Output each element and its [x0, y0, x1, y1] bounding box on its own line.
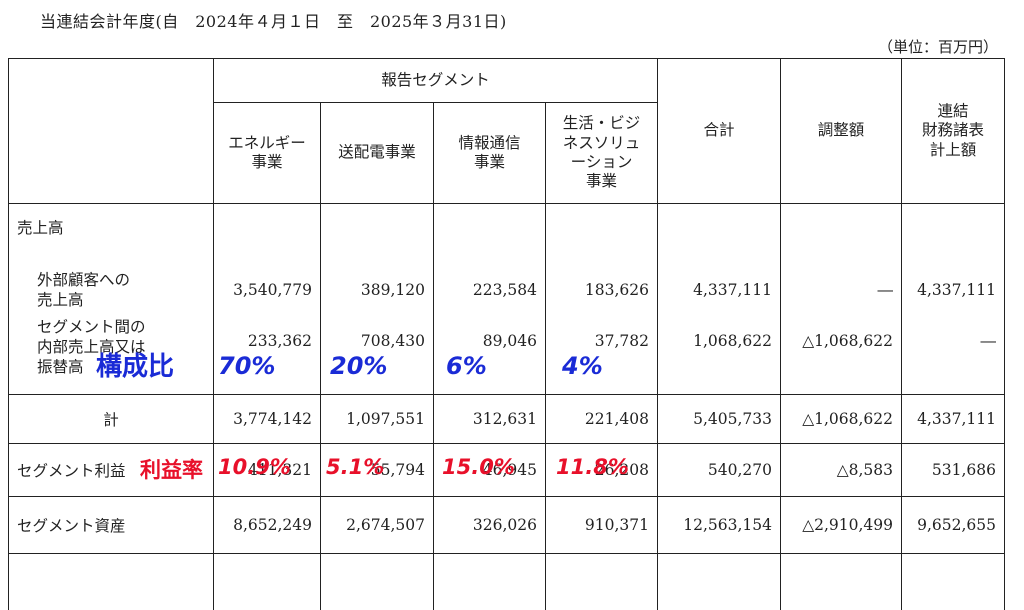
table-caption: 当連結会計年度(自 2024年４月１日 至 2025年３月31日) — [40, 12, 507, 31]
cell: 1,068,622 — [657, 318, 781, 395]
margin-annotation-label: 利益率 — [140, 458, 203, 482]
composition-annotation: 6% — [446, 352, 487, 380]
cell: 910,371 — [545, 496, 658, 554]
unit-note: （単位：百万円） — [877, 38, 998, 56]
segment-header-lifestyle: 生活・ビジ ネスソリュ ーション 事業 — [545, 102, 658, 204]
cell: 326,026 — [433, 496, 546, 554]
row-label: セグメント間の 内部売上高又は 振替高 — [8, 318, 214, 395]
cell: ― — [901, 318, 1005, 395]
table-row: 計 3,774,142 1,097,551 312,631 221,408 5,… — [8, 394, 1005, 444]
cell: 37,782 — [545, 318, 658, 395]
cell: 389,120 — [320, 262, 434, 318]
cell: △2,910,499 — [780, 496, 902, 554]
margin-annotation: 5.1% — [326, 455, 385, 479]
segment-header-telecom: 情報通信 事業 — [433, 102, 546, 204]
composition-annotation: 4% — [562, 352, 603, 380]
cell: ― — [780, 262, 902, 318]
cell: 531,686 — [901, 443, 1005, 497]
sales-label: 売上高 — [8, 203, 214, 262]
cell: 55,794 — [320, 443, 434, 497]
row-label: セグメント資産 — [8, 496, 214, 554]
table-row: セグメント資産 8,652,249 2,674,507 326,026 910,… — [8, 496, 1005, 554]
reported-segments-header: 報告セグメント — [213, 58, 658, 103]
cell: 411,321 — [213, 443, 321, 497]
cell: 26,208 — [545, 443, 658, 497]
segment-table: 報告セグメント 合計 調整額 連結 財務諸表 計上額 エネルギー 事業 送配電事… — [8, 58, 1005, 610]
cell: 89,046 — [433, 318, 546, 395]
cell: △1,068,622 — [780, 318, 902, 395]
consolidated-header: 連結 財務諸表 計上額 — [901, 58, 1005, 204]
cell: 3,774,142 — [213, 394, 321, 444]
cell: 540,270 — [657, 443, 781, 497]
cell: 1,097,551 — [320, 394, 434, 444]
cell: △8,583 — [780, 443, 902, 497]
adjustment-header: 調整額 — [780, 58, 902, 204]
cell: 4,337,111 — [657, 262, 781, 318]
cell: 3,540,779 — [213, 262, 321, 318]
margin-annotation: 11.8% — [556, 455, 629, 479]
composition-annotation: 20% — [330, 352, 388, 380]
segment-header-transmission: 送配電事業 — [320, 102, 434, 204]
composition-annotation-label: 構成比 — [96, 352, 175, 382]
cell: 223,584 — [433, 262, 546, 318]
composition-annotation: 70% — [218, 352, 276, 380]
segment-header-energy: エネルギー 事業 — [213, 102, 321, 204]
cell: 233,362 — [213, 318, 321, 395]
cell: 2,674,507 — [320, 496, 434, 554]
table-row: セグメント間の 内部売上高又は 振替高 233,362 708,430 89,0… — [8, 318, 1005, 395]
row-label: 外部顧客への 売上高 — [8, 262, 214, 318]
margin-annotation: 10.9% — [218, 455, 291, 479]
cell: 4,337,111 — [901, 262, 1005, 318]
cell: 183,626 — [545, 262, 658, 318]
cell: △1,068,622 — [780, 394, 902, 444]
margin-annotation: 15.0% — [442, 455, 515, 479]
cell: 312,631 — [433, 394, 546, 444]
cell: 221,408 — [545, 394, 658, 444]
cell: 12,563,154 — [657, 496, 781, 554]
cell: 8,652,249 — [213, 496, 321, 554]
cell: 708,430 — [320, 318, 434, 395]
corner-cell — [8, 58, 214, 204]
cell: 4,337,111 — [901, 394, 1005, 444]
row-label: 計 — [8, 394, 214, 444]
cell: 5,405,733 — [657, 394, 781, 444]
cell: 9,652,655 — [901, 496, 1005, 554]
table-row: 外部顧客への 売上高 3,540,779 389,120 223,584 183… — [8, 262, 1005, 318]
total-header: 合計 — [657, 58, 781, 204]
